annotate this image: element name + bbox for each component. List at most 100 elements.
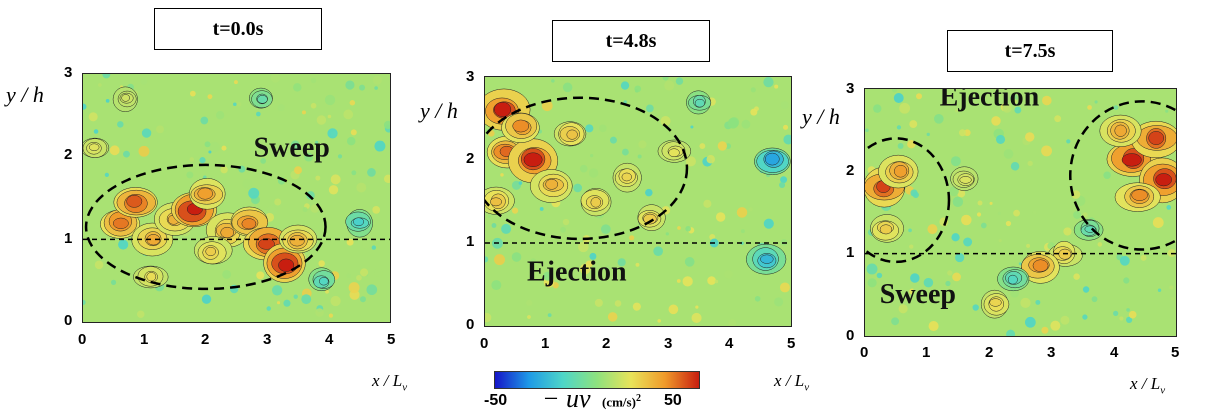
field-speckle xyxy=(242,178,253,189)
field-speckle xyxy=(1073,273,1080,280)
contour-region xyxy=(879,224,893,235)
field-speckle xyxy=(685,225,691,232)
field-speckle xyxy=(1103,171,1111,180)
contour-region xyxy=(241,218,257,230)
field-speckle xyxy=(727,117,739,129)
field-speckle xyxy=(372,206,381,214)
field-speckle xyxy=(304,152,314,162)
field-speckle xyxy=(896,125,902,130)
contour-region xyxy=(1131,189,1148,201)
field-speckle xyxy=(501,223,512,234)
field-speckle xyxy=(362,240,371,249)
panel1-xlabel: x / Lv xyxy=(372,371,408,394)
panel3-xtick: 2 xyxy=(985,344,994,361)
field-speckle xyxy=(677,226,681,230)
field-speckle xyxy=(105,99,110,103)
field-speckle xyxy=(123,150,130,158)
field-speckle xyxy=(748,207,753,212)
field-speckle xyxy=(676,279,681,283)
field-speckle xyxy=(717,141,728,151)
panel1-ytick: 0 xyxy=(64,312,73,329)
field-speckle xyxy=(622,148,629,156)
field-speckle xyxy=(327,128,338,139)
field-speckle xyxy=(221,145,227,151)
contour-region xyxy=(197,187,213,200)
field-speckle xyxy=(588,168,599,178)
field-speckle xyxy=(1165,109,1169,113)
contour-region xyxy=(490,197,502,207)
field-speckle xyxy=(972,304,979,311)
field-speckle xyxy=(367,168,376,177)
field-speckle xyxy=(374,86,378,90)
field-speckle xyxy=(494,254,506,266)
field-speckle xyxy=(609,136,617,144)
field-speckle xyxy=(1157,288,1162,292)
field-background xyxy=(485,77,791,326)
field-speckle xyxy=(343,109,354,120)
panel3-ytick: 3 xyxy=(846,80,855,97)
field-speckle xyxy=(1152,217,1164,228)
field-speckle xyxy=(865,128,869,133)
field-speckle xyxy=(910,189,918,197)
field-speckle xyxy=(310,204,320,213)
field-speckle xyxy=(638,140,647,149)
field-speckle xyxy=(88,112,98,122)
contour-region xyxy=(1007,274,1018,285)
event-annotation: Ejection xyxy=(940,89,1040,112)
field-speckle xyxy=(526,299,533,307)
field-speckle xyxy=(912,288,921,296)
field-speckle xyxy=(1126,308,1130,312)
panel2-ytick: 3 xyxy=(466,68,475,85)
contour-region xyxy=(1148,131,1164,145)
field-speckle xyxy=(293,83,302,92)
field-speckle xyxy=(724,269,733,279)
field-speckle xyxy=(189,157,195,162)
field-speckle xyxy=(637,154,642,159)
field-speckle xyxy=(665,232,669,236)
panel1-xtick: 2 xyxy=(201,331,210,348)
field-speckle xyxy=(995,134,1006,144)
field-speckle xyxy=(763,218,774,229)
field-speckle xyxy=(1006,329,1016,336)
contour-region xyxy=(126,195,143,208)
field-speckle xyxy=(248,187,260,199)
field-speckle xyxy=(140,78,148,85)
field-speckle xyxy=(1027,160,1033,167)
field-speckle xyxy=(349,100,356,106)
field-speckle xyxy=(675,77,684,85)
panel2-xtick: 1 xyxy=(541,335,550,352)
panel1-xtick: 3 xyxy=(263,331,272,348)
field-speckle xyxy=(634,89,639,93)
field-speckle xyxy=(1026,243,1031,248)
panel1-svg: Sweep xyxy=(83,74,390,322)
field-speckle xyxy=(94,223,100,229)
field-speckle xyxy=(998,239,1002,243)
field-speckle xyxy=(1020,297,1031,309)
contour-region xyxy=(621,172,632,182)
field-speckle xyxy=(260,158,266,164)
field-speckle xyxy=(117,121,124,128)
contour-region xyxy=(989,298,1002,307)
field-speckle xyxy=(374,268,383,277)
field-speckle xyxy=(383,120,390,130)
field-speckle xyxy=(951,233,960,242)
panel2-xtick: 2 xyxy=(602,335,611,352)
field-speckle xyxy=(750,87,756,93)
panel3-xtick: 4 xyxy=(1110,344,1119,361)
field-speckle xyxy=(255,111,261,117)
field-speckle xyxy=(899,102,911,114)
field-speckle xyxy=(186,171,194,179)
panel1-xtick: 1 xyxy=(140,331,149,348)
field-speckle xyxy=(1024,316,1036,328)
field-speckle xyxy=(898,304,908,314)
field-speckle xyxy=(629,235,635,241)
field-speckle xyxy=(660,116,671,127)
field-speckle xyxy=(706,155,715,164)
contour-region xyxy=(88,143,100,151)
field-speckle xyxy=(599,124,607,133)
field-speckle xyxy=(1169,285,1174,290)
field-speckle xyxy=(699,143,706,150)
field-speckle xyxy=(83,103,87,110)
field-speckle xyxy=(330,295,341,307)
field-speckle xyxy=(1054,115,1062,123)
